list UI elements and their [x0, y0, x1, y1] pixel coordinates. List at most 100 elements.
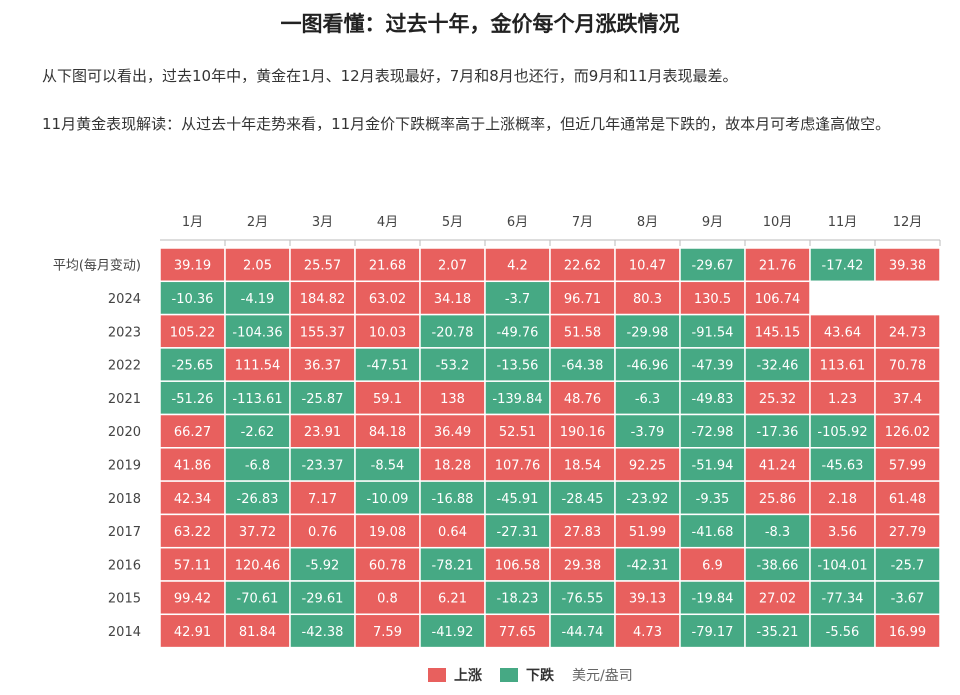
column-header: 2月	[247, 215, 268, 230]
cell-value-label: 41.86	[174, 458, 211, 473]
cell-value-label: 39.38	[889, 259, 926, 274]
cell-value-label: 111.54	[235, 359, 281, 374]
heatmap-cell	[224, 513, 291, 549]
heatmap-cell	[809, 580, 876, 616]
cell-value-label: -49.83	[692, 392, 734, 407]
cell-value-label: -105.92	[817, 425, 867, 440]
cell-value-label: 7.59	[373, 625, 402, 640]
heatmap-cell	[484, 513, 551, 549]
heatmap-cell	[484, 280, 551, 316]
heatmap-cell	[289, 447, 356, 482]
cell-value-label: 63.22	[174, 525, 211, 540]
cell-value-label: -91.54	[692, 325, 734, 340]
interpretation-paragraph: 11月黄金表现解读：从过去十年走势来看，11月金价下跌概率高于上涨概率，但近几年…	[42, 115, 891, 133]
heatmap-cell	[809, 513, 876, 549]
cell-value-label: -3.79	[631, 425, 665, 440]
cell-value-label: 2.05	[243, 259, 272, 274]
cell-value-label: -27.31	[497, 525, 539, 540]
cell-value-label: -28.45	[562, 492, 604, 507]
heatmap-cell	[419, 447, 486, 482]
cell-value-label: 60.78	[369, 558, 406, 573]
cell-value-label: -47.51	[367, 359, 409, 374]
row-label: 2017	[108, 525, 141, 540]
cell-value-label: -20.78	[432, 325, 474, 340]
legend-down-swatch	[500, 668, 518, 682]
cell-value-label: -79.17	[692, 625, 734, 640]
heatmap-cell	[614, 413, 681, 449]
cell-value-label: 18.54	[564, 458, 601, 473]
cell-value-label: -53.2	[436, 359, 470, 374]
heatmap-cell	[614, 513, 681, 549]
cell-value-label: -25.7	[891, 558, 925, 573]
heatmap-cell	[419, 247, 486, 283]
cell-value-label: 36.49	[434, 425, 471, 440]
cell-value-label: -29.61	[302, 592, 344, 607]
cell-value-label: 155.37	[300, 325, 346, 340]
cell-value-label: 19.08	[369, 525, 406, 540]
cell-value-label: 4.2	[507, 259, 528, 274]
legend-up-swatch	[428, 668, 446, 682]
cell-value-label: 6.9	[702, 558, 723, 573]
heatmap-cell	[549, 380, 616, 416]
heatmap-cell	[419, 513, 486, 549]
heatmap-cell	[549, 413, 616, 449]
cell-value-label: -23.92	[627, 492, 669, 507]
heatmap-cell	[484, 413, 551, 449]
cell-value-label: -18.23	[497, 592, 539, 607]
heatmap-cell	[354, 480, 421, 516]
cell-value-label: -16.88	[432, 492, 474, 507]
cell-value-label: 92.25	[629, 458, 666, 473]
column-header: 7月	[572, 215, 593, 230]
cell-value-label: -45.91	[497, 492, 539, 507]
page-title: 一图看懂：过去十年，金价每个月涨跌情况	[280, 12, 680, 36]
heatmap-cell	[484, 313, 551, 349]
cell-value-label: 22.62	[564, 259, 601, 274]
intro-paragraph: 从下图可以看出，过去10年中，黄金在1月、12月表现最好，7月和8月也还行，而9…	[42, 67, 738, 85]
cell-value-label: -29.67	[692, 259, 734, 274]
cell-value-label: 42.91	[174, 625, 211, 640]
cell-value-label: 25.32	[759, 392, 796, 407]
cell-value-label: -8.54	[371, 458, 405, 473]
cell-value-label: 42.34	[174, 492, 211, 507]
cell-value-label: 51.58	[564, 325, 601, 340]
heatmap-cell	[874, 380, 941, 416]
cell-value-label: -46.96	[627, 359, 669, 374]
heatmap-cell	[289, 480, 356, 516]
cell-value-label: 4.73	[633, 625, 662, 640]
heatmap-cell	[354, 313, 421, 349]
heatmap-cell	[354, 380, 421, 416]
row-label: 2016	[108, 558, 141, 573]
cell-value-label: -49.76	[497, 325, 539, 340]
column-header: 11月	[828, 215, 858, 230]
cell-value-label: 24.73	[889, 325, 926, 340]
heatmap-cell	[549, 580, 616, 616]
heatmap-cell	[484, 580, 551, 616]
cell-value-label: -51.94	[692, 458, 734, 473]
cell-value-label: -42.31	[627, 558, 669, 573]
cell-value-label: 25.86	[759, 492, 796, 507]
heatmap-cell	[224, 280, 291, 316]
cell-value-label: -2.62	[241, 425, 275, 440]
cell-value-label: -17.42	[822, 259, 864, 274]
column-header: 5月	[442, 215, 463, 230]
heatmap-cell	[354, 280, 421, 316]
cell-value-label: 61.48	[889, 492, 926, 507]
cell-value-label: -64.38	[562, 359, 604, 374]
heatmap-cell	[549, 280, 616, 316]
heatmap-cell	[809, 313, 876, 349]
heatmap-cell	[224, 447, 291, 482]
cell-value-label: 43.64	[824, 325, 861, 340]
cell-value-label: 184.82	[300, 292, 346, 307]
heatmap-cell	[354, 447, 421, 482]
heatmap-cell	[159, 513, 226, 549]
heatmap-cell	[874, 347, 941, 382]
heatmap-cell	[289, 413, 356, 449]
cell-value-label: 96.71	[564, 292, 601, 307]
column-header: 10月	[763, 215, 793, 230]
heatmap-cell	[614, 347, 681, 382]
cell-value-label: -26.83	[237, 492, 279, 507]
cell-value-label: 48.76	[564, 392, 601, 407]
cell-value-label: -139.84	[492, 392, 542, 407]
cell-value-label: 145.15	[755, 325, 801, 340]
heatmap-cell	[484, 546, 551, 582]
